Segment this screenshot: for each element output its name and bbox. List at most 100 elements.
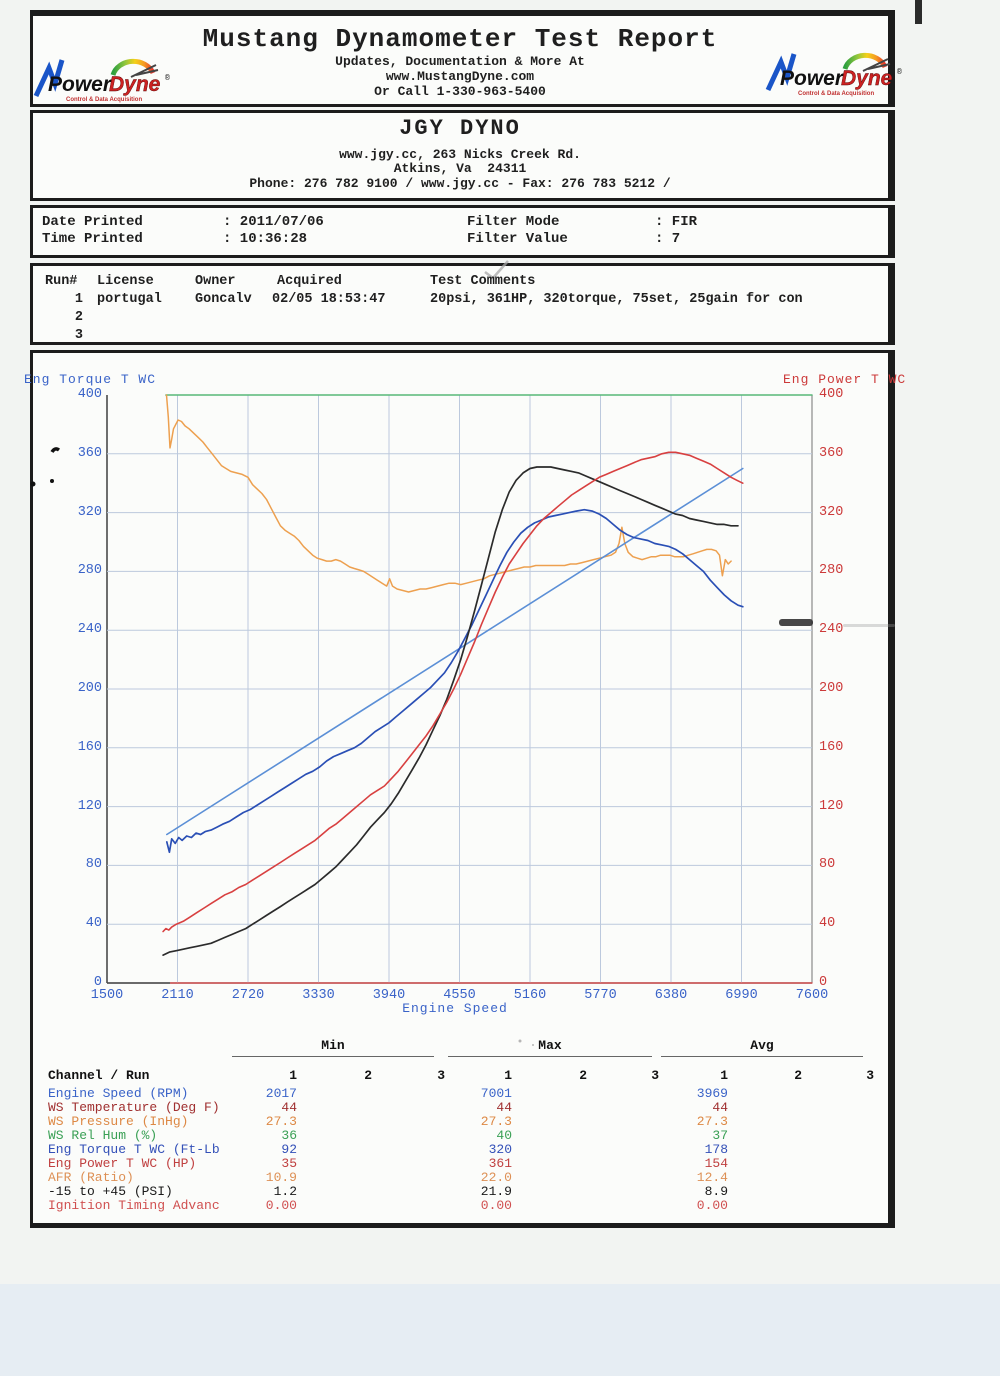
stats-value: 8.9 [704, 1184, 728, 1199]
report-subtitle-3: Or Call 1-330-963-5400 [374, 84, 546, 99]
x-tick-2110: 2110 [161, 988, 194, 1003]
y-right-tick-360: 360 [819, 445, 844, 461]
stats-value: 320 [488, 1142, 512, 1157]
powerdyne-logo-right: Power Dyne ® Control & Data Acquisition [765, 52, 902, 97]
time-printed-label: Time Printed [42, 231, 143, 247]
y-right-tick-120: 120 [819, 798, 844, 814]
report-subtitle-2: www.MustangDyne.com [385, 69, 535, 84]
y-right-tick-80: 80 [819, 857, 836, 873]
x-tick-3330: 3330 [302, 988, 335, 1003]
stats-group-header-min: Min [321, 1038, 345, 1053]
stats-value: 92 [281, 1142, 297, 1157]
print-info-box [30, 205, 895, 258]
run-acquired: 02/05 18:53:47 [272, 292, 386, 307]
y-right-tick-160: 160 [819, 739, 844, 755]
stats-run-col-header: 3 [437, 1068, 445, 1083]
y-left-tick-320: 320 [77, 504, 102, 520]
shop-name: JGY DYNO [399, 116, 521, 141]
y-left-tick-120: 120 [77, 798, 102, 814]
stats-run-col-header: 1 [289, 1068, 297, 1083]
stats-value: 36 [281, 1128, 297, 1143]
report-subtitle-1: Updates, Documentation & More At [335, 54, 585, 69]
run-comments: 20psi, 361HP, 320torque, 75set, 25gain f… [430, 292, 803, 307]
right-axis-title: Eng Power T WC [783, 372, 907, 387]
stats-value: 37 [712, 1128, 728, 1143]
stats-channel-label: WS Temperature (Deg F) [48, 1100, 220, 1115]
x-tick-6380: 6380 [654, 988, 688, 1003]
stats-channel-label: Ignition Timing Advanc [48, 1198, 220, 1213]
run-table-header-owner: Owner [195, 274, 236, 289]
stats-run-col-header: 3 [651, 1068, 659, 1083]
x-tick-7600: 7600 [795, 988, 829, 1003]
stats-value: 22.0 [480, 1170, 512, 1185]
run-table-box [30, 263, 895, 345]
stats-channel-label: WS Rel Hum (%) [48, 1128, 158, 1143]
header-box [30, 10, 895, 107]
run-number: 1 [74, 292, 83, 307]
run-owner: Goncalv [195, 292, 252, 307]
stats-value: 40 [496, 1128, 512, 1143]
x-tick-6990: 6990 [725, 988, 758, 1003]
y-right-tick-320: 320 [819, 504, 844, 520]
run-table-header-run: Run# [45, 274, 78, 289]
stats-value: 0.00 [480, 1198, 512, 1213]
stats-value: 0.00 [696, 1198, 728, 1213]
run-number: 2 [74, 310, 83, 325]
y-right-tick-400: 400 [819, 387, 844, 402]
x-tick-5160: 5160 [513, 988, 547, 1003]
stats-run-col-header: 2 [579, 1068, 587, 1083]
x-tick-2720: 2720 [231, 988, 265, 1003]
stats-run-col-header: 2 [364, 1068, 372, 1083]
time-printed-value: : 10:36:28 [223, 231, 308, 247]
stats-value: 27.3 [696, 1114, 728, 1129]
filter-value-value: : 7 [655, 231, 681, 247]
logo-registered-mark: ® [165, 74, 170, 83]
run-table-header-license: License [97, 274, 154, 289]
stats-value: 27.3 [265, 1114, 297, 1129]
x-tick-1500: 1500 [90, 988, 124, 1003]
y-right-tick-0: 0 [819, 975, 828, 990]
y-left-tick-80: 80 [85, 857, 102, 873]
stats-channel-label: AFR (Ratio) [48, 1170, 134, 1185]
filter-mode-value: : FIR [655, 214, 698, 230]
run-license: portugal [97, 292, 162, 307]
stats-value: 35 [281, 1156, 297, 1171]
y-right-tick-280: 280 [819, 563, 844, 579]
y-left-tick-0: 0 [93, 975, 102, 990]
shop-address-line3: Phone: 276 782 9100 / www.jgy.cc - Fax: … [249, 176, 671, 191]
x-tick-3940: 3940 [372, 988, 406, 1003]
logo-power-text: Power [780, 67, 845, 90]
report-title: Mustang Dynamometer Test Report [202, 24, 718, 54]
x-tick-4550: 4550 [443, 988, 476, 1003]
y-left-tick-160: 160 [77, 739, 102, 755]
stats-channel-header: Channel / Run [48, 1068, 150, 1083]
stats-channel-label: WS Pressure (InHg) [48, 1114, 189, 1129]
y-left-tick-200: 200 [77, 681, 102, 696]
stats-value: 44 [496, 1100, 512, 1115]
stats-value: 154 [704, 1156, 728, 1171]
stats-run-col-header: 1 [504, 1068, 512, 1083]
stats-underline-min [232, 1056, 434, 1057]
stats-group-header-max: Max [538, 1038, 562, 1053]
y-right-tick-200: 200 [819, 681, 844, 696]
y-left-tick-240: 240 [77, 622, 102, 638]
stats-value: 178 [704, 1142, 728, 1157]
stats-value: 44 [712, 1100, 728, 1115]
y-left-tick-280: 280 [77, 563, 102, 579]
stats-value: 21.9 [480, 1184, 512, 1199]
stats-underline-avg [661, 1056, 863, 1057]
stats-value: 44 [281, 1100, 297, 1115]
stats-channel-label: Eng Torque T WC (Ft-Lb [48, 1142, 220, 1157]
powerdyne-logo-left: Power Dyne ® Control & Data Acquisition [33, 58, 170, 103]
logo-tagline: Control & Data Acquisition [798, 91, 874, 97]
shop-address-line1: www.jgy.cc, 263 Nicks Creek Rd. [339, 147, 581, 162]
stats-group-header-avg: Avg [750, 1038, 774, 1053]
logo-tagline: Control & Data Acquisition [66, 97, 142, 103]
stats-channel-label: Engine Speed (RPM) [48, 1086, 189, 1101]
x-axis-title: Engine Speed [402, 1001, 508, 1016]
run-table-header-testcomments: Test Comments [430, 274, 536, 289]
scan-edge-mark [915, 0, 922, 24]
logo-dyne-text: Dyne [841, 67, 893, 90]
y-right-tick-40: 40 [819, 916, 836, 932]
